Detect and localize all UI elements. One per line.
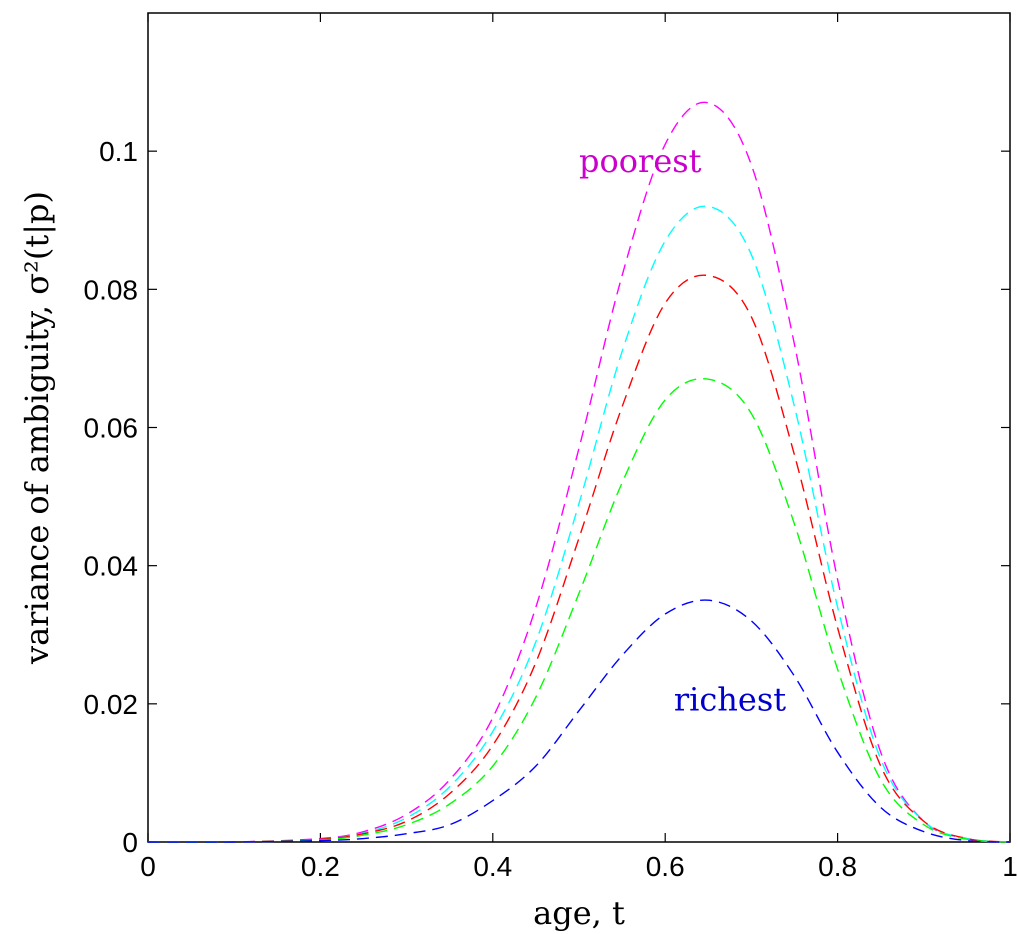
x-tick-label: 0.6 xyxy=(646,851,685,882)
y-tick-labels: 0 0.02 0.04 0.06 0.08 0.1 xyxy=(84,136,139,858)
y-tick-label: 0 xyxy=(122,827,138,858)
x-tick-label: 0 xyxy=(140,851,156,882)
series-lines xyxy=(147,101,1011,843)
y-tick-label: 0.02 xyxy=(84,689,139,720)
plot-area xyxy=(147,12,1011,843)
y-tick-label: 0.1 xyxy=(99,136,138,167)
plot-frame xyxy=(147,12,1011,843)
y-tick-label: 0.08 xyxy=(84,274,139,305)
annotation-richest: richest xyxy=(674,681,786,719)
series-line-4 xyxy=(147,377,1011,843)
series-line-3 xyxy=(147,274,1011,843)
y-tick-label: 0.06 xyxy=(84,413,139,444)
annotations: poorest richest xyxy=(579,142,786,719)
x-tick-labels: 0 0.2 0.4 0.6 0.8 1 xyxy=(140,851,1018,882)
series-line-1 xyxy=(147,101,1011,843)
axis-ticks xyxy=(147,13,1011,843)
x-tick-label: 0.4 xyxy=(473,851,512,882)
x-axis-label: age, t xyxy=(533,894,625,932)
x-tick-label: 0.2 xyxy=(301,851,340,882)
y-axis-label: variance of ambiguity, σ²(t|p) xyxy=(18,191,56,665)
x-tick-label: 0.8 xyxy=(818,851,857,882)
series-line-5 xyxy=(147,599,1011,843)
x-tick-label: 1 xyxy=(1002,851,1018,882)
y-tick-label: 0.04 xyxy=(84,551,139,582)
series-line-2 xyxy=(147,205,1011,843)
annotation-poorest: poorest xyxy=(579,142,702,180)
